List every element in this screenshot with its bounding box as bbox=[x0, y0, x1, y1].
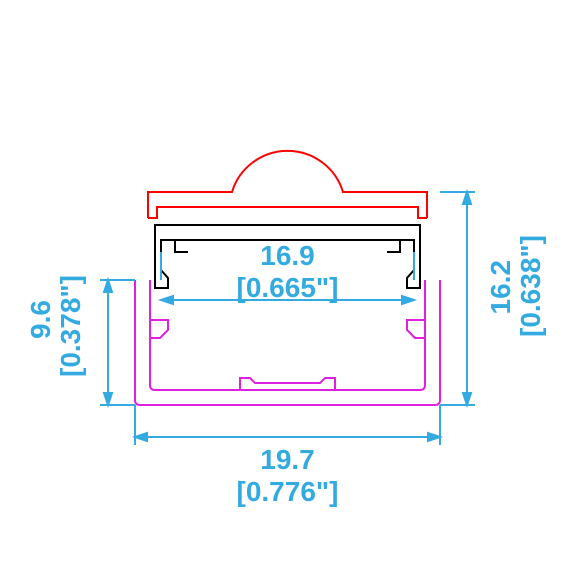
dim-inner-mm: 16.9 bbox=[161, 240, 414, 272]
dim-left-in: [0.378"] bbox=[55, 275, 87, 377]
dimension-lines bbox=[100, 192, 475, 445]
dim-right-in: [0.638"] bbox=[515, 235, 547, 337]
dim-inner-in: [0.665"] bbox=[161, 272, 414, 304]
dim-bottom-in: [0.776"] bbox=[135, 476, 440, 508]
dim-bottom-mm: 19.7 bbox=[135, 444, 440, 476]
dim-left-mm: 9.6 bbox=[25, 300, 57, 339]
lens-cover bbox=[148, 151, 427, 218]
dim-right-mm: 16.2 bbox=[485, 260, 517, 315]
